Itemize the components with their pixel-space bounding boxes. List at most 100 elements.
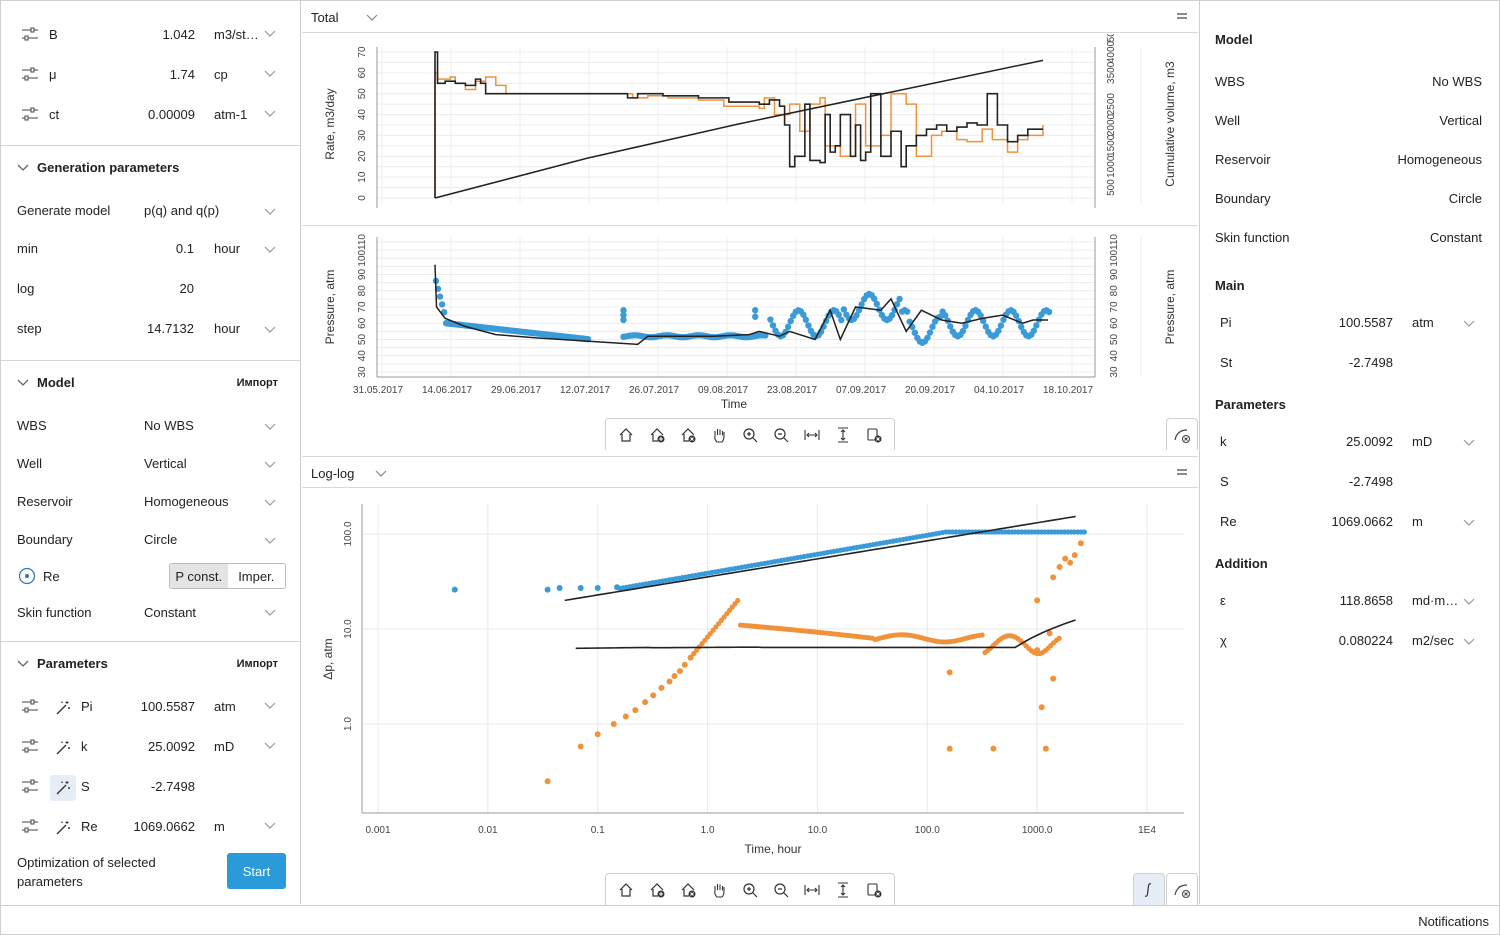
param-value[interactable]: 25.0092 [148,739,195,754]
right-param-value[interactable]: 0.080224 [1338,633,1393,648]
parameters-section-header[interactable]: Parameters [17,656,108,671]
param-unit[interactable]: m3/st… [214,27,259,42]
right-param-unit[interactable]: atm [1412,315,1434,330]
chevron-down-icon[interactable] [1463,439,1475,447]
chevron-down-icon[interactable] [264,208,276,216]
chevron-down-icon[interactable] [1463,320,1475,328]
chevron-down-icon[interactable] [264,702,276,710]
slider-settings-icon[interactable] [21,819,39,833]
slider-settings-icon[interactable] [21,699,39,713]
total-panel-title[interactable]: Total [311,10,339,25]
p-const-option[interactable]: P const. [170,564,228,588]
integral-button[interactable] [1133,873,1165,905]
skin-function-value[interactable]: Constant [144,605,197,620]
gen-unit[interactable]: hour [214,321,241,336]
model-value[interactable]: Circle [144,532,178,547]
parameters-import-button[interactable]: Импорт [236,658,278,670]
gen-value[interactable]: 20 [179,281,194,296]
fit-horizontal-icon[interactable] [803,881,821,899]
slider-settings-icon[interactable] [21,27,39,41]
home-remove-icon[interactable] [679,881,697,899]
right-param-value[interactable]: -2.7498 [1348,355,1393,370]
chevron-down-icon[interactable] [264,742,276,750]
zoom-out-icon[interactable] [772,881,790,899]
home-icon[interactable] [617,881,635,899]
param-unit[interactable]: cp [214,67,228,82]
notifications-button[interactable]: Notifications [1418,914,1489,929]
slider-settings-icon[interactable] [21,779,39,793]
optimize-wand-button[interactable] [50,735,76,761]
fit-button[interactable] [1166,873,1198,905]
slider-settings-icon[interactable] [21,739,39,753]
copy-remove-icon[interactable] [865,881,883,899]
slider-settings-icon[interactable] [21,67,39,81]
fit-vertical-icon[interactable] [834,426,852,444]
right-param-value[interactable]: -2.7498 [1348,474,1393,489]
panel-menu-icon[interactable] [1176,467,1188,477]
chevron-down-icon[interactable] [264,537,276,545]
param-value[interactable]: -2.7498 [150,779,195,794]
right-param-unit[interactable]: mD [1412,434,1433,449]
param-value[interactable]: 1.042 [162,27,195,42]
start-button[interactable]: Start [227,853,286,889]
chevron-down-icon[interactable] [264,822,276,830]
chevron-down-icon[interactable] [264,609,276,617]
radio-target-icon[interactable] [18,567,36,585]
imper-option[interactable]: Imper. [238,568,275,584]
home-icon[interactable] [617,426,635,444]
pan-hand-icon[interactable] [710,881,728,899]
model-value[interactable]: Homogeneous [144,494,229,509]
generation-section-header[interactable]: Generation parameters [17,160,179,175]
right-param-unit[interactable]: m [1412,514,1423,529]
chevron-down-icon[interactable] [1463,598,1475,606]
optimize-wand-button[interactable] [50,775,76,801]
chevron-down-icon[interactable] [264,499,276,507]
fit-horizontal-icon[interactable] [803,426,821,444]
right-param-value[interactable]: 1069.0662 [1331,514,1393,529]
zoom-in-icon[interactable] [741,426,759,444]
panel-menu-icon[interactable] [1176,11,1188,21]
right-param-value[interactable]: 100.5587 [1338,315,1393,330]
chevron-down-icon[interactable] [264,326,276,334]
re-boundary-toggle[interactable]: P const. Imper. [169,563,286,589]
pan-hand-icon[interactable] [710,426,728,444]
gen-model-value[interactable]: p(q) and q(p) [144,203,220,218]
chevron-down-icon[interactable] [264,70,276,78]
model-section-header[interactable]: Model [17,375,75,390]
loglog-panel-title[interactable]: Log-log [311,466,355,481]
chevron-down-icon[interactable] [375,470,387,478]
zoom-in-icon[interactable] [741,881,759,899]
chevron-down-icon[interactable] [264,461,276,469]
right-param-value[interactable]: 25.0092 [1346,434,1393,449]
chevron-down-icon[interactable] [1463,519,1475,527]
fit-button[interactable] [1166,418,1198,450]
right-param-unit[interactable]: md·m… [1412,593,1459,608]
param-value[interactable]: 0.00009 [148,107,195,122]
right-param-unit[interactable]: m2/sec [1412,633,1454,648]
gen-value[interactable]: 0.1 [175,241,194,256]
chevron-down-icon[interactable] [264,246,276,254]
home-add-icon[interactable] [648,881,666,899]
right-param-value[interactable]: 118.8658 [1339,593,1393,608]
chevron-down-icon[interactable] [1463,638,1475,646]
gen-value[interactable]: 14.7132 [147,321,194,336]
copy-remove-icon[interactable] [865,426,883,444]
param-unit[interactable]: mD [214,739,235,754]
slider-settings-icon[interactable] [21,107,39,121]
gen-unit[interactable]: hour [214,241,241,256]
chevron-down-icon[interactable] [264,110,276,118]
fit-vertical-icon[interactable] [834,881,852,899]
param-unit[interactable]: atm [214,699,236,714]
model-value[interactable]: No WBS [144,418,194,433]
param-value[interactable]: 1069.0662 [133,819,195,834]
param-value[interactable]: 1.74 [169,67,195,82]
chevron-down-icon[interactable] [264,30,276,38]
home-remove-icon[interactable] [679,426,697,444]
param-unit[interactable]: atm-1 [214,107,248,122]
param-value[interactable]: 100.5587 [140,699,195,714]
chevron-down-icon[interactable] [366,14,378,22]
chevron-down-icon[interactable] [264,423,276,431]
home-add-icon[interactable] [648,426,666,444]
param-unit[interactable]: m [214,819,225,834]
optimize-wand-button[interactable] [50,815,76,841]
